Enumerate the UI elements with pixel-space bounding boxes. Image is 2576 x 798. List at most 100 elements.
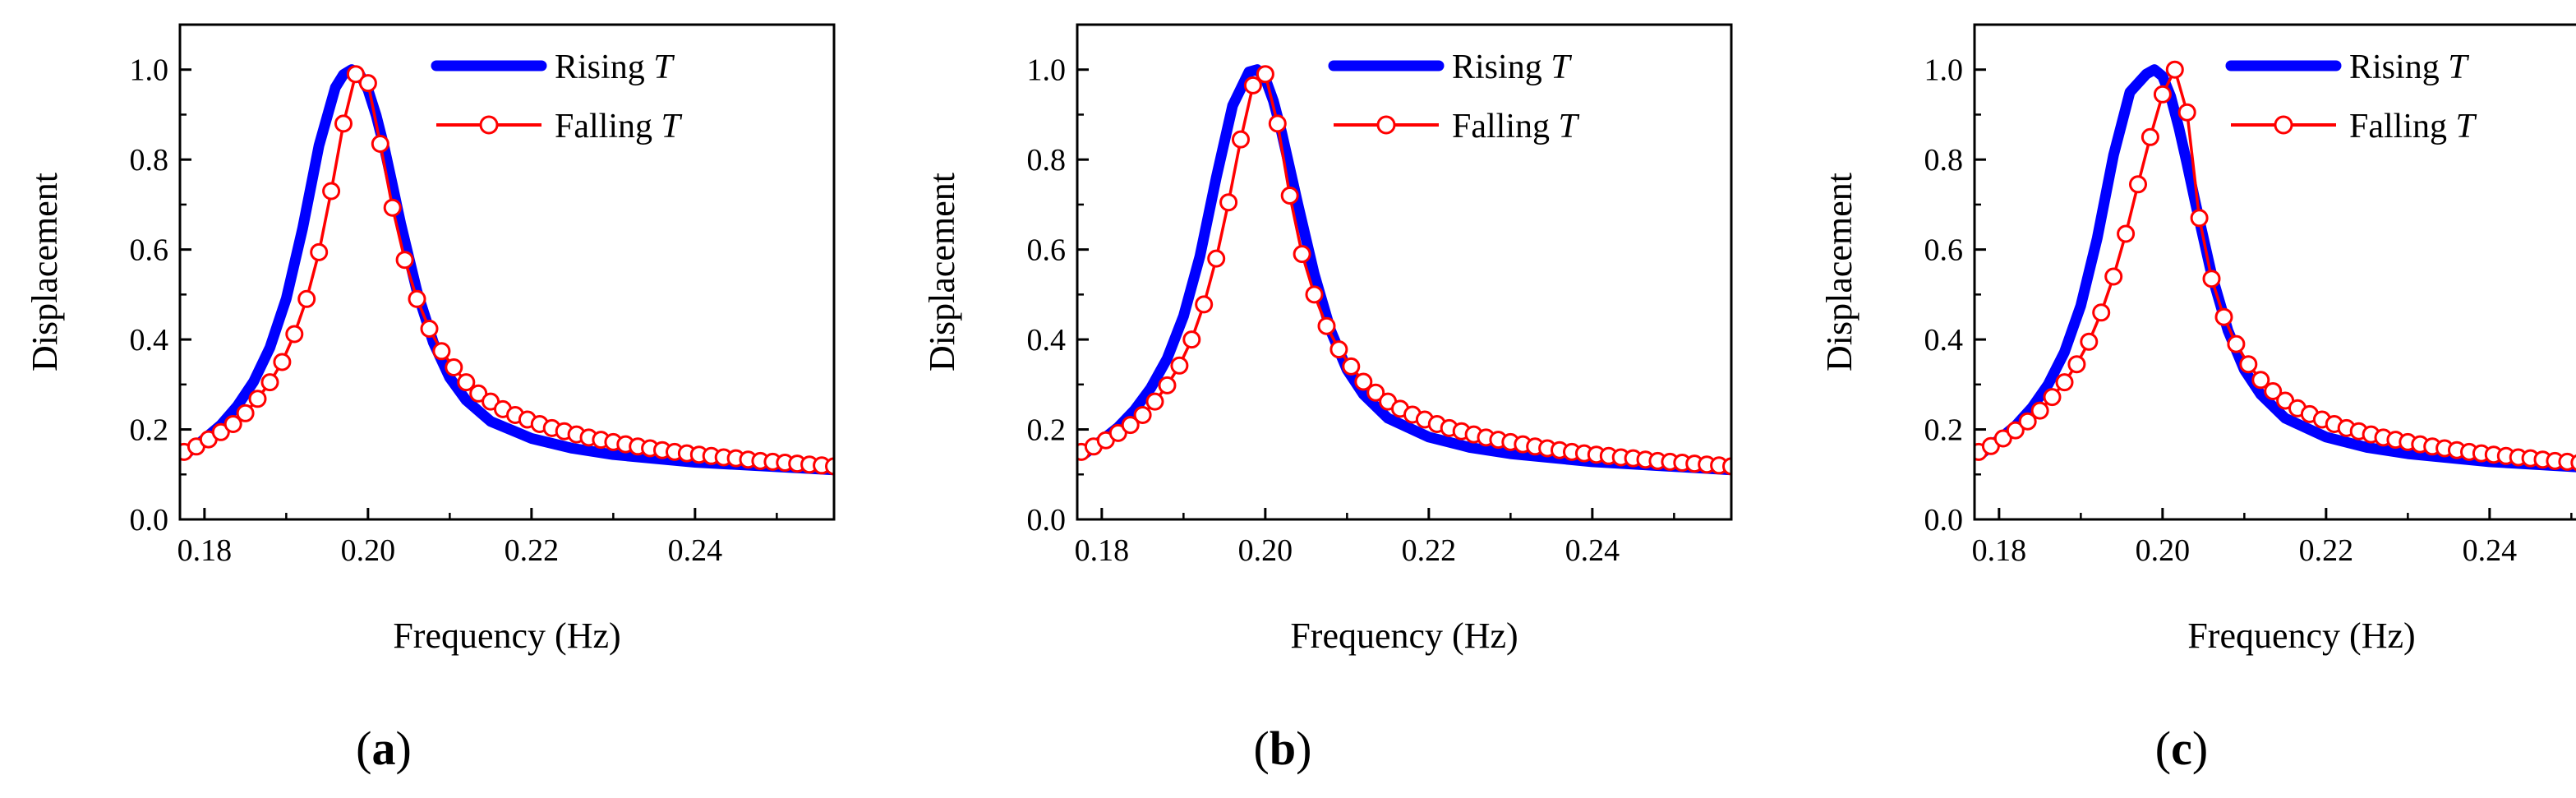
falling-point [1329,340,1348,359]
panel-label-letter: b [1270,722,1296,775]
falling-point [1354,372,1373,391]
panel-label-open: ( [2155,722,2171,775]
legend-label-text: Rising [555,48,653,86]
falling-point [2117,224,2136,243]
falling-point [2214,307,2233,326]
falling-point [420,320,439,338]
x-tick-label: 0.18 [177,533,233,568]
legend-item-falling: Falling T [2231,108,2477,145]
y-tick-label: 0.0 [130,503,169,537]
panel-label-close: ) [2192,722,2208,775]
panel-label-close: ) [396,722,412,775]
falling-point [432,342,451,361]
falling-point [2202,270,2221,288]
falling-point [1993,429,2012,448]
falling-point [383,198,402,217]
y-tick-label: 0.4 [1027,323,1067,357]
falling-point [322,182,341,201]
falling-point [825,457,834,476]
legend-item-falling: Falling T [1334,108,1580,145]
falling-point [2165,60,2184,79]
falling-series [1077,65,1731,476]
falling-point [1280,187,1299,205]
x-tick-label: 0.22 [1402,533,1457,568]
falling-point [334,114,353,133]
x-tick-label: 0.18 [1075,533,1130,568]
legend-item-rising: Rising T [2225,48,2469,86]
legend-label: Rising T [2349,48,2469,86]
x-tick-label: 0.20 [341,533,396,568]
panel-label-open: ( [356,722,371,775]
falling-point [445,358,463,376]
falling-point [457,373,476,392]
legend-label-italic: T [2448,48,2469,86]
legend-marker-falling [2274,115,2293,135]
falling-point [2104,267,2123,286]
falling-point [2129,175,2147,194]
falling-point [285,325,304,344]
falling-point [395,251,414,270]
y-tick-label: 0.2 [1027,413,1067,448]
falling-point [1158,376,1177,394]
legend-label-italic: T [1551,48,1572,86]
falling-point [2251,371,2270,390]
falling-point [1182,330,1201,349]
legend-label-italic: T [1559,108,1580,145]
falling-point [2264,382,2283,400]
falling-point [1108,423,1127,442]
legend-label-italic: T [653,48,675,86]
falling-point [1317,316,1336,335]
legend-label-italic: T [661,108,683,145]
falling-point [371,135,389,153]
legend-label: Rising T [555,48,675,86]
legend-item-falling: Falling T [436,108,683,145]
legend-label-text: Rising [2349,48,2448,86]
x-tick-label: 0.18 [1972,533,2027,568]
legend-marker-falling [1376,115,1396,135]
y-tick-label: 1.0 [130,53,169,88]
x-tick-label: 0.24 [1565,533,1620,568]
y-axis-label: Displacement [922,173,962,371]
falling-point [1366,383,1385,402]
legend-label: Falling T [1452,108,1580,145]
panel-label-letter: a [372,722,396,775]
legend-label-text: Falling [2349,108,2456,145]
y-tick-label: 0.4 [130,323,169,357]
y-tick-label: 0.6 [1027,233,1067,268]
y-tick-label: 0.6 [130,233,169,268]
falling-point [2227,334,2246,353]
legend-marker-falling [479,115,499,135]
falling-point [1722,457,1731,476]
falling-point [408,289,426,308]
legend-label: Falling T [555,108,683,145]
legend-item-rising: Rising T [1328,48,1572,86]
falling-point [1268,114,1287,133]
falling-point [1305,285,1324,304]
falling-point [1170,356,1189,375]
falling-point [1243,76,1262,95]
x-tick-label: 0.24 [2463,533,2518,568]
y-tick-label: 0.6 [1924,233,1964,268]
x-tick-label: 0.20 [2136,533,2191,568]
panel-label-letter: c [2171,722,2192,775]
x-tick-label: 0.24 [668,533,723,568]
legend-label: Rising T [1452,48,1572,86]
y-tick-label: 0.8 [1924,143,1964,178]
falling-point [2055,373,2074,392]
plot-frame [178,23,836,521]
falling-point [1121,416,1140,435]
falling-point [2190,209,2209,228]
y-tick-label: 0.8 [1027,143,1067,178]
falling-point [1207,249,1226,268]
y-tick-label: 0.0 [1924,503,1964,537]
falling-point [1145,392,1164,411]
x-tick-label: 0.20 [1238,533,1293,568]
x-tick-label: 0.22 [505,533,560,568]
falling-series [180,65,834,476]
falling-point [1293,245,1311,264]
x-axis-label: Frequency (Hz) [1290,616,1518,656]
falling-point [1195,295,1214,314]
panel-label: (a) [356,722,412,775]
legend-label: Falling T [2349,108,2477,145]
